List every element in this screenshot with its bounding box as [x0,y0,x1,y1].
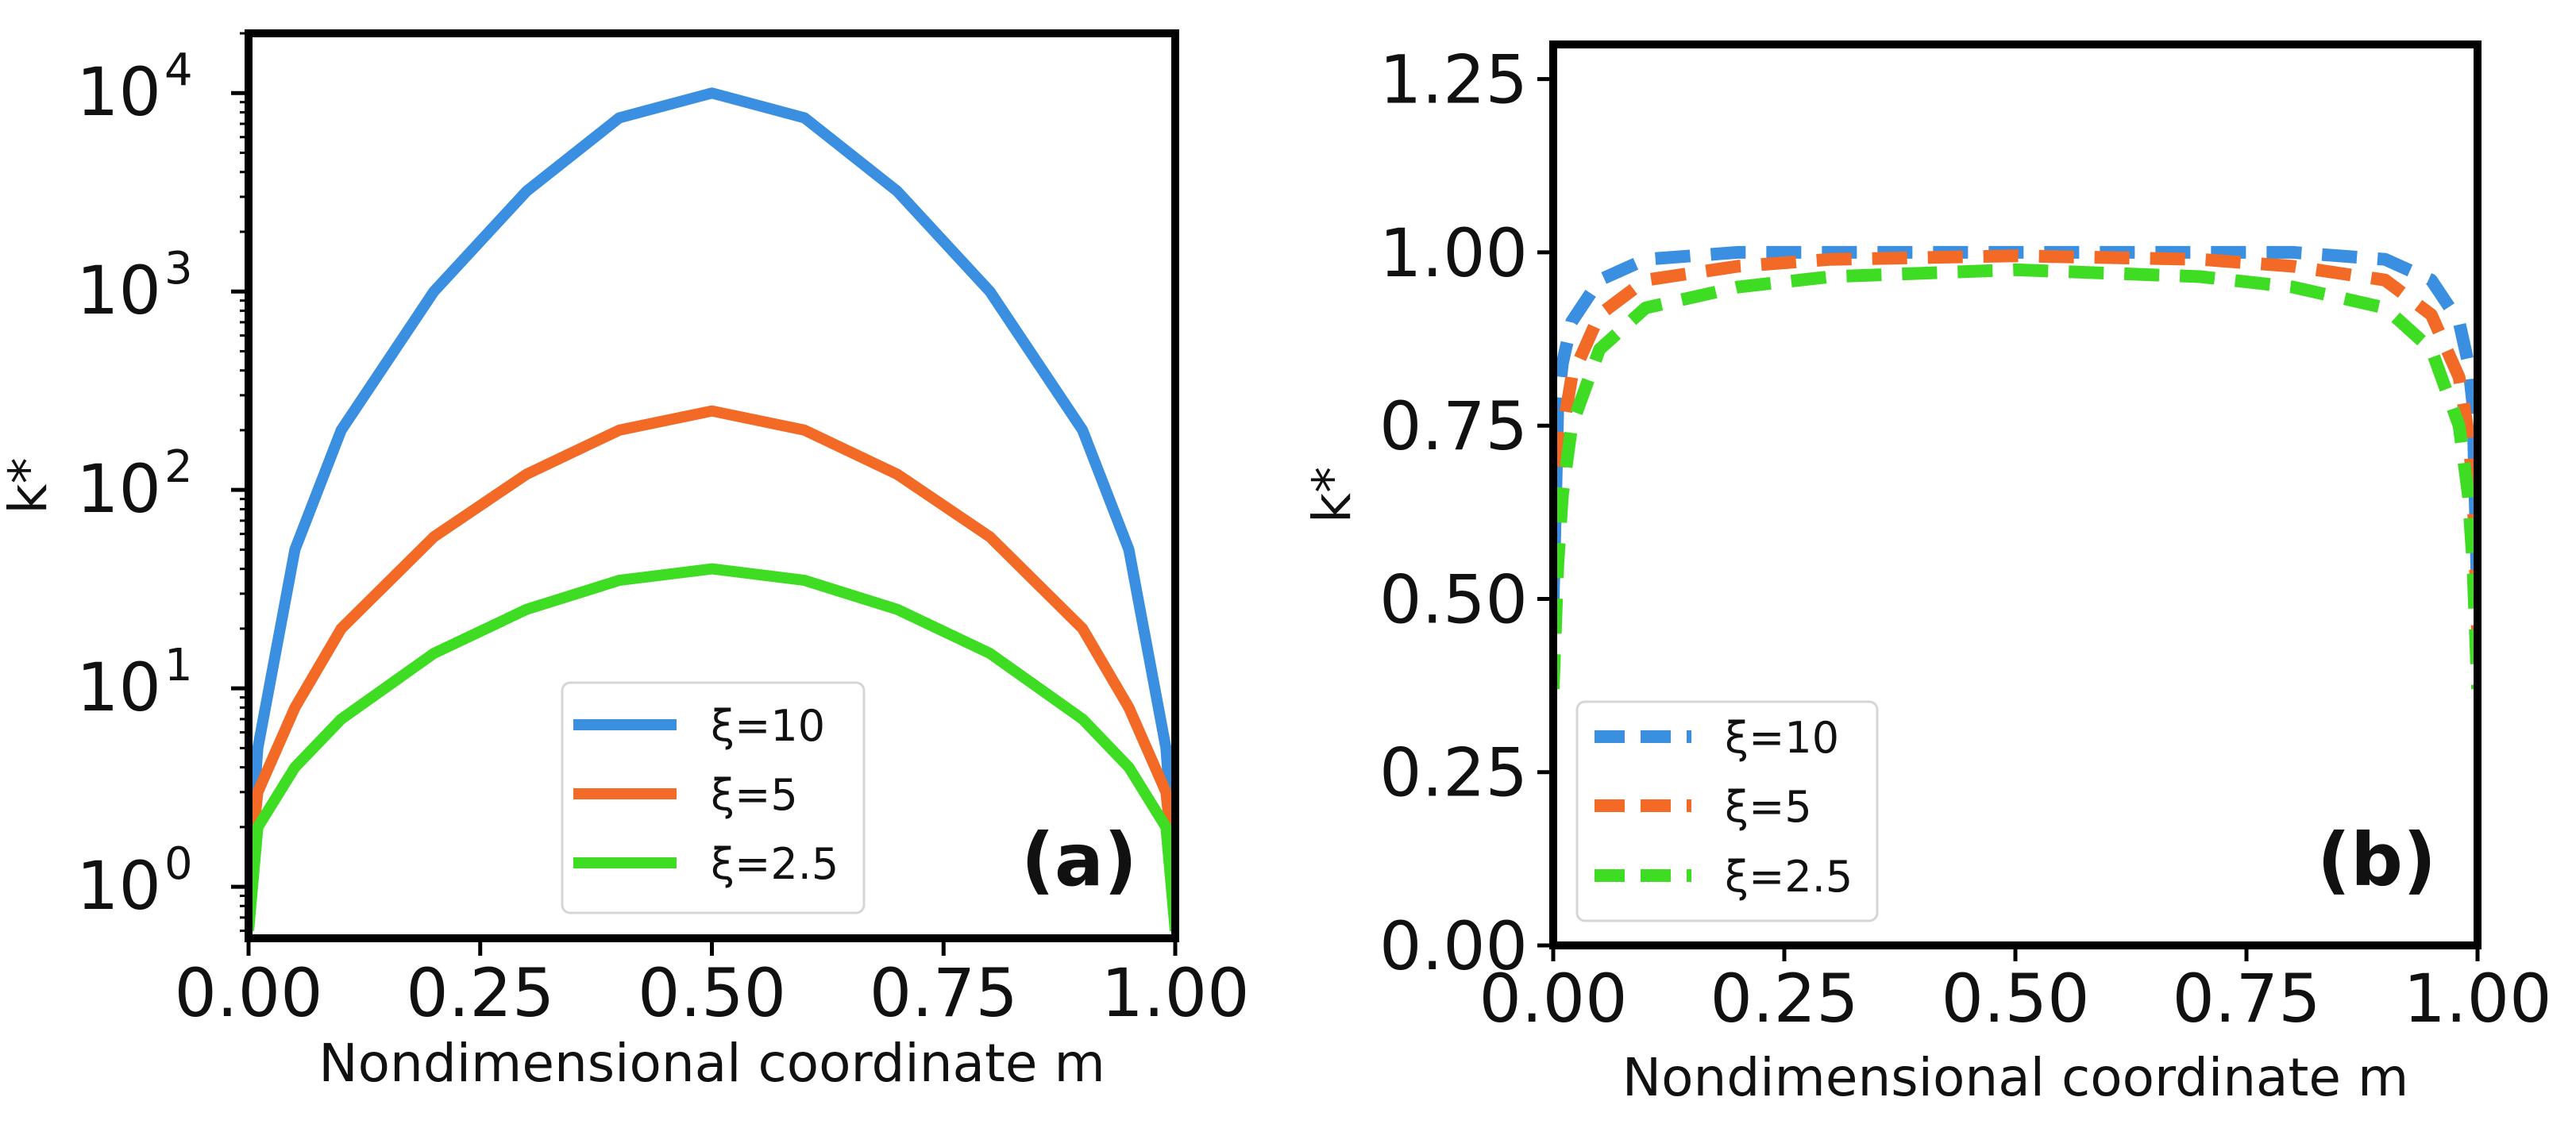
panel-a-x-tick-label-2: 0.50 [638,954,786,1032]
panel-a-x-tick-label-3: 0.75 [870,954,1018,1032]
panel-a-legend: ξ=10 ξ=5 ξ=2.5 [561,681,866,914]
panel-a-x-tick-label-1: 0.25 [406,954,554,1032]
panel-a-y-tick-exponent-1: 1 [164,640,193,691]
panel-a-y-tick-label-4: 10 [76,53,161,131]
panel-a-legend-label-2: ξ=2.5 [711,839,839,889]
panel-a-series-group [249,87,1175,932]
panel-b-y-tick-label-1: 0.25 [1379,734,1528,812]
panel-b-x-tick-label-3: 0.75 [2172,960,2320,1038]
panel-a-y-tick-base-3: 10 [76,252,161,329]
panel-b-y-tick-label-2: 0.50 [1379,560,1528,638]
panel-b-legend-label-1: ξ=5 [1725,782,1812,832]
panel-b-x-tick-label-1: 0.25 [1710,960,1858,1038]
panel-b-panel-tag: (b) [2317,818,2436,903]
panel-b-series-group [1553,245,2478,690]
panel-a-legend-label-1: ξ=5 [711,770,798,820]
panel-b-y-tick-label-5: 1.25 [1379,41,1528,119]
panel-a-y-tick-label-2: 10 [76,450,161,528]
panel-b-y-axis-title: k* [1301,467,1363,523]
panel-b-series-line-0 [1553,245,2478,599]
panel-a-y-tick-label-1: 10 [76,649,161,726]
panel-a-series-line-1 [249,405,1175,880]
panel-a-x-tick-label-0: 0.00 [174,954,322,1032]
panel-a-y-tick-base-0: 10 [76,847,161,925]
panel-b-x-axis-title: Nondimensional coordinate m [1622,1047,2409,1108]
panel-a-legend-label-0: ξ=10 [711,701,825,751]
panel-a-y-tick-exponent-3: 3 [164,243,193,295]
panel-b-y-tick-label-0: 0.00 [1379,907,1528,985]
panel-a-y-tick-base-1: 10 [76,649,161,726]
panel-a-x-tick-label-4: 1.00 [1101,954,1249,1032]
panel-a-y-tick-base-2: 10 [76,450,161,528]
panel-b-y-tick-label-3: 0.75 [1379,387,1528,465]
panel-b-legend: ξ=10 ξ=5 ξ=2.5 [1575,700,1879,922]
panel-a-y-axis-title: k* [0,457,59,514]
panel-a-y-tick-exponent-0: 0 [164,838,193,890]
panel-a-series-line-2 [249,563,1175,932]
panel-b-series-line-2 [1553,263,2478,690]
panel-a-series-line-0 [249,87,1175,872]
panel-a-x-axis-title: Nondimensional coordinate m [318,1033,1105,1094]
panel-a-y-tick-base-4: 10 [76,53,161,131]
panel-b-chart: 0.00 0.25 0.50 0.75 1.00 0.00 0.25 0.50 0.75 1.00… [1301,40,2552,1108]
panel-b-x-tick-label-4: 1.00 [2403,960,2551,1038]
panel-a-panel-tag: (a) [1021,818,1137,903]
panel-b-y-tick-label-4: 1.00 [1379,214,1528,292]
panel-b-x-tick-label-2: 0.50 [1941,960,2089,1038]
panel-a-y-tick-label-3: 10 [76,252,161,329]
panel-a-y-tick-label-0: 10 [76,847,161,925]
panel-a-y-tick-exponent-2: 2 [164,441,193,493]
panel-b-legend-label-0: ξ=10 [1725,713,1839,763]
panel-a-legend-box [561,681,866,914]
panel-b-legend-box [1575,700,1879,922]
panel-b-series-line-1 [1553,249,2478,634]
panel-b-legend-label-2: ξ=2.5 [1725,852,1853,902]
panel-b-x-tick-label-0: 0.00 [1479,960,1627,1038]
panel-a-y-tick-exponent-4: 4 [164,44,193,96]
